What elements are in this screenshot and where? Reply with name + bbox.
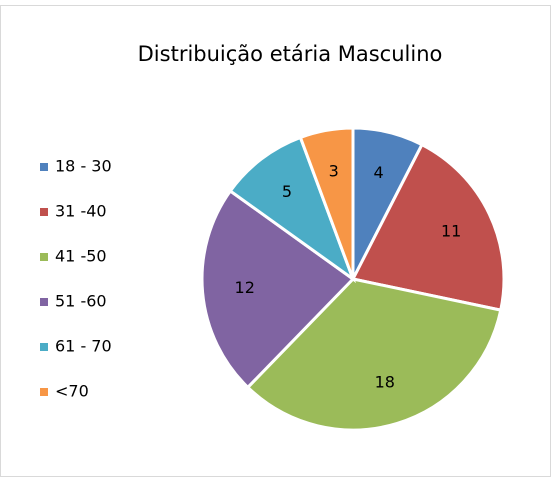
- legend-label: 61 - 70: [55, 337, 112, 356]
- legend-swatch: [40, 253, 48, 261]
- legend-label: <70: [55, 382, 89, 401]
- data-label: 4: [373, 163, 383, 182]
- legend-label: 41 -50: [55, 247, 107, 266]
- legend-swatch: [40, 298, 48, 306]
- legend-swatch: [40, 343, 48, 351]
- pie-slice: [245, 277, 503, 432]
- data-label: 3: [329, 161, 339, 180]
- legend-label: 51 -60: [55, 292, 107, 311]
- legend-label: 31 -40: [55, 202, 107, 221]
- legend-swatch: [40, 388, 48, 396]
- legend-swatch: [40, 208, 48, 216]
- data-label: 11: [441, 222, 461, 241]
- data-label: 12: [235, 278, 255, 297]
- legend-swatch: [40, 163, 48, 171]
- pie-slice: [200, 188, 356, 390]
- pie-slice: [298, 126, 355, 280]
- data-label: 5: [282, 182, 292, 201]
- data-label: 18: [375, 372, 395, 391]
- pie-slice: [350, 142, 506, 312]
- legend-label: 18 - 30: [55, 157, 112, 176]
- pie-slice: [228, 135, 357, 284]
- chart-title: Distribuição etária Masculino: [138, 42, 443, 66]
